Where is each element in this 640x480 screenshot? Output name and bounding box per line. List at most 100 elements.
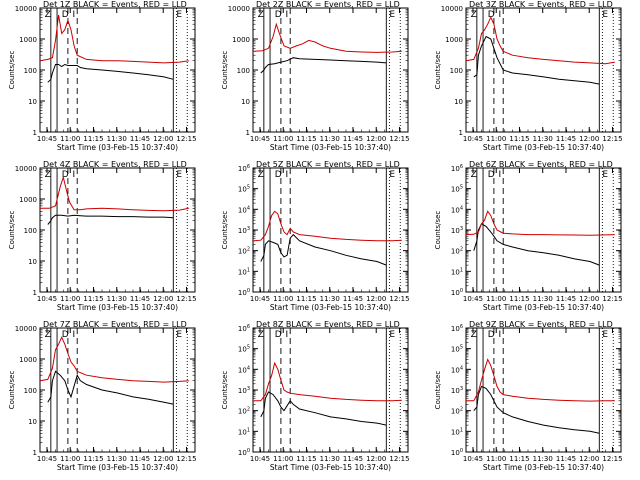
y-tick-label: 100: [24, 387, 37, 395]
y-tick-label: 10: [28, 258, 37, 266]
x-tick-label: 11:00: [273, 455, 293, 463]
x-tick-label: 11:00: [273, 135, 293, 143]
y-tick-label: 1: [459, 129, 463, 137]
interval-marker: I: [73, 170, 76, 180]
interval-marker: Z: [45, 330, 51, 340]
x-tick-label: 11:30: [533, 295, 553, 303]
x-tick-label: 11:15: [83, 135, 103, 143]
y-tick-label: 103: [238, 386, 250, 395]
y-tick-label: 103: [451, 386, 463, 395]
x-tick-label: 12:15: [602, 455, 622, 463]
x-tick-label: 10:45: [37, 135, 57, 143]
panel-title: Det 7Z BLACK = Events, RED = LLD: [43, 320, 187, 329]
x-tick-label: 11:45: [130, 135, 150, 143]
y-tick-label: 10: [28, 418, 37, 426]
y-tick-label: 1: [33, 449, 37, 457]
y-tick-label: 101: [451, 427, 463, 436]
y-tick-label: 10000: [15, 165, 37, 173]
x-tick-label: 11:15: [83, 455, 103, 463]
events-series-line: [47, 214, 174, 225]
x-tick-label: 11:45: [556, 135, 576, 143]
y-axis-label: Counts/sec: [434, 51, 442, 90]
panel-5: Det 5Z BLACK = Events, RED = LLD 100 101 10…: [221, 160, 410, 312]
interval-marker: Z: [45, 170, 51, 180]
y-tick-label: 106: [238, 164, 250, 173]
plot-frame: [39, 327, 196, 453]
y-tick-label: 105: [238, 185, 250, 194]
x-tick-label: 11:30: [320, 135, 340, 143]
events-series-line: [260, 391, 387, 426]
lld-series-line: [39, 14, 189, 64]
x-tick-label: 12:00: [153, 455, 173, 463]
interval-marker: I: [499, 10, 502, 20]
interval-marker: D: [275, 170, 282, 180]
y-axis-label: Counts/sec: [221, 211, 229, 250]
x-tick-label: 10:45: [37, 295, 57, 303]
y-tick-label: 100: [238, 448, 250, 457]
y-tick-label: 100: [237, 67, 250, 75]
plot-frame: [39, 167, 196, 293]
x-tick-label: 10:45: [250, 455, 270, 463]
interval-marker: Z: [471, 10, 477, 20]
x-tick-label: 11:00: [486, 455, 506, 463]
x-tick-label: 11:00: [60, 135, 80, 143]
x-tick-label: 11:45: [343, 295, 363, 303]
x-tick-label: 12:00: [579, 455, 599, 463]
interval-marker: Z: [45, 10, 51, 20]
y-axis-label: Counts/sec: [221, 371, 229, 410]
x-tick-label: 11:30: [320, 455, 340, 463]
x-tick-label: 12:15: [389, 455, 409, 463]
panel-title: Det 9Z BLACK = Events, RED = LLD: [469, 320, 613, 329]
y-tick-label: 100: [451, 288, 463, 297]
y-tick-label: 104: [238, 205, 250, 214]
plot-frame: [39, 7, 196, 133]
y-tick-label: 1000: [232, 36, 250, 44]
panel-8: Det 8Z BLACK = Events, RED = LLD 100 101 10…: [221, 320, 410, 472]
y-axis-label: Counts/sec: [8, 51, 16, 90]
x-tick-label: 11:00: [273, 295, 293, 303]
events-series-line: [473, 385, 600, 434]
x-axis-label: Start Time (03-Feb-15 10:37:40): [270, 463, 391, 472]
interval-marker: I: [499, 330, 502, 340]
interval-marker: D: [488, 330, 495, 340]
x-tick-label: 10:45: [463, 135, 483, 143]
y-tick-label: 105: [451, 185, 463, 194]
x-tick-label: 11:30: [107, 135, 127, 143]
x-tick-label: 11:30: [533, 135, 553, 143]
interval-marker: D: [62, 10, 69, 20]
interval-marker: I: [286, 330, 289, 340]
y-tick-label: 104: [451, 365, 463, 374]
lld-series-line: [466, 358, 615, 402]
x-tick-label: 12:00: [579, 295, 599, 303]
panel-title: Det 8Z BLACK = Events, RED = LLD: [256, 320, 400, 329]
x-tick-label: 11:15: [296, 135, 316, 143]
interval-marker: D: [275, 330, 282, 340]
x-tick-label: 12:15: [176, 295, 196, 303]
interval-marker: Z: [258, 330, 264, 340]
y-tick-label: 10: [28, 98, 37, 106]
panel-title: Det 1Z BLACK = Events, RED = LLD: [43, 0, 187, 9]
interval-marker: I: [73, 10, 76, 20]
interval-marker: I: [286, 170, 289, 180]
y-tick-label: 104: [238, 365, 250, 374]
y-tick-label: 101: [238, 267, 250, 276]
interval-marker: D: [275, 10, 282, 20]
x-tick-label: 11:45: [556, 455, 576, 463]
events-series-line: [260, 233, 387, 266]
x-axis-label: Start Time (03-Feb-15 10:37:40): [483, 143, 604, 152]
y-axis-label: Counts/sec: [221, 51, 229, 90]
y-tick-label: 1: [33, 289, 37, 297]
interval-marker: E: [176, 330, 182, 340]
y-tick-label: 100: [238, 288, 250, 297]
events-series-line: [47, 370, 174, 405]
interval-marker: Z: [471, 330, 477, 340]
y-tick-label: 10000: [441, 5, 463, 13]
interval-marker: E: [389, 170, 395, 180]
interval-marker: D: [488, 10, 495, 20]
y-tick-label: 100: [24, 67, 37, 75]
lld-series-line: [465, 16, 615, 65]
x-tick-label: 11:15: [296, 295, 316, 303]
interval-marker: E: [389, 10, 395, 20]
x-tick-label: 12:15: [602, 135, 622, 143]
y-tick-label: 104: [451, 205, 463, 214]
